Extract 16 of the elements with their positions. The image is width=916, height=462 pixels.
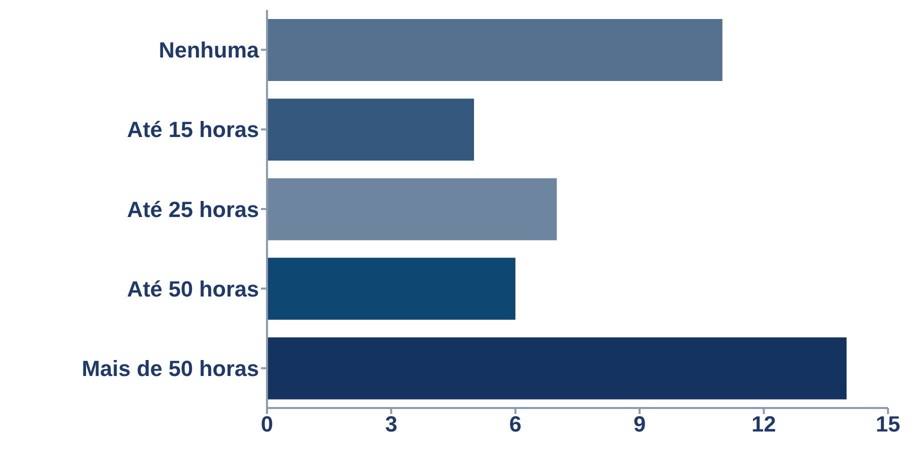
x-tick-label: 15 xyxy=(876,412,900,437)
bar xyxy=(267,178,557,240)
x-tick-label: 12 xyxy=(752,412,776,437)
bar xyxy=(267,258,516,320)
y-tick-label: Até 50 horas xyxy=(126,276,259,302)
x-tick-label: 9 xyxy=(633,412,646,437)
y-tick-label: Até 15 horas xyxy=(126,117,259,142)
bar xyxy=(267,337,847,400)
y-tick-label: Até 25 horas xyxy=(126,196,259,222)
bar xyxy=(267,98,474,161)
x-tick-label: 6 xyxy=(509,412,522,437)
x-tick-label: 3 xyxy=(385,412,398,437)
y-tick-label: Mais de 50 horas xyxy=(82,356,259,382)
bar xyxy=(267,19,722,81)
y-tick-label: Nenhuma xyxy=(158,38,260,63)
x-tick-label: 0 xyxy=(260,412,274,437)
